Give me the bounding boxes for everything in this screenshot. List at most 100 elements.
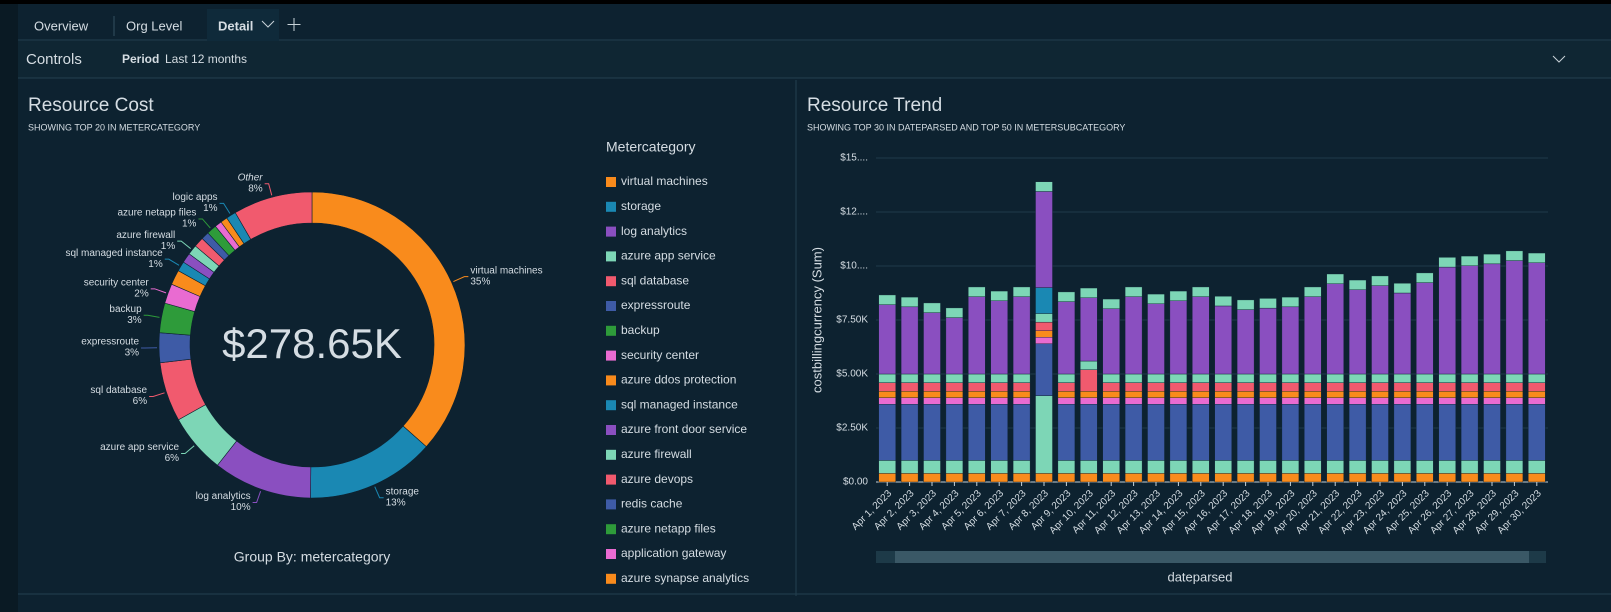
bar-segment <box>1460 255 1479 266</box>
bar-segment <box>1169 300 1188 375</box>
bar-segment <box>1035 287 1053 314</box>
bar-segment <box>1348 289 1367 375</box>
pie-center-label: $278.65K <box>222 320 402 367</box>
bar-segment <box>1124 382 1143 392</box>
bar-segment <box>1012 296 1031 375</box>
bar-segment <box>1304 391 1322 398</box>
bar-segment <box>923 302 941 313</box>
legend-swatch <box>606 201 616 212</box>
leader-line <box>150 288 167 294</box>
slice-value-label: 3% <box>127 315 142 326</box>
bar-segment <box>1035 330 1053 338</box>
bar-segment <box>1236 309 1255 375</box>
slice-label: sql managed instance <box>65 248 163 259</box>
bar-segment <box>990 397 1008 405</box>
bar-segment <box>1192 473 1210 483</box>
period-label[interactable]: Period <box>122 52 159 66</box>
controls-bar <box>18 41 1611 78</box>
bar-segment <box>1035 321 1053 332</box>
bar-segment <box>923 391 941 398</box>
bar-segment <box>878 473 896 483</box>
legend-label: azure firewall <box>621 447 692 461</box>
tab[interactable]: Org Level <box>126 18 182 33</box>
bar-segment <box>1102 397 1120 405</box>
controls-title[interactable]: Controls <box>26 51 82 68</box>
slice-label: azure firewall <box>116 230 175 241</box>
tab[interactable]: Overview <box>34 18 89 33</box>
bar-segment <box>1035 337 1053 344</box>
scrollbar-thumb[interactable] <box>895 551 1529 563</box>
legend-label: azure front door service <box>621 422 747 436</box>
legend-label: sql managed instance <box>621 397 738 411</box>
legend-title: Metercategory <box>606 139 695 155</box>
bar-segment <box>1505 397 1524 405</box>
bar-segment <box>1326 404 1344 461</box>
bar-segment <box>1460 397 1479 405</box>
add-tab-icon[interactable] <box>287 18 301 31</box>
bar-segment <box>1192 391 1210 398</box>
side-gutter <box>0 4 18 612</box>
legend-swatch <box>606 251 616 262</box>
bar-segment <box>923 382 941 392</box>
controls-collapse[interactable] <box>1552 55 1566 63</box>
bar-segment <box>1057 291 1076 302</box>
bar-segment <box>1035 343 1053 396</box>
top-strip <box>0 0 1611 4</box>
slice-label: storage <box>386 486 420 497</box>
bar-segment <box>990 373 1008 383</box>
bar-segment <box>1259 373 1277 383</box>
bar-segment <box>1281 296 1300 308</box>
y-tick-label: $12.... <box>840 207 868 218</box>
bar-segment <box>1460 473 1479 483</box>
bar-segment <box>1326 397 1344 405</box>
bar-segment <box>1080 369 1098 392</box>
x-axis-title: dateparsed <box>1167 569 1232 584</box>
bar-segment <box>1505 260 1524 375</box>
bar-segment <box>1393 373 1412 383</box>
bar-segment <box>1416 391 1434 398</box>
bar-segment <box>1483 473 1501 483</box>
tab-active[interactable]: Detail <box>218 18 253 33</box>
slice-value-label: 1% <box>182 219 197 230</box>
bar-segment <box>1348 391 1367 398</box>
bar-segment <box>1236 460 1255 474</box>
bar-segment <box>1259 391 1277 398</box>
bar-segment <box>1416 404 1434 461</box>
bar-segment <box>900 391 919 398</box>
bar-segment <box>1102 473 1120 483</box>
bar-segment <box>1035 473 1053 483</box>
bar-segment <box>1438 382 1456 392</box>
chart-title: Resource Cost <box>28 95 154 116</box>
bar-segment <box>1460 460 1479 474</box>
bar-segment <box>923 473 941 483</box>
bar-segment <box>1236 382 1255 392</box>
bar-segment <box>1147 391 1165 398</box>
bar-segment <box>1483 460 1501 474</box>
bar-segment <box>1505 250 1524 261</box>
slice-value-label: 10% <box>231 502 251 513</box>
legend-swatch <box>606 499 616 510</box>
bar-segment <box>1281 473 1300 483</box>
period-value[interactable]: Last 12 months <box>165 52 247 66</box>
slice-label: log analytics <box>196 491 251 502</box>
tab-menu-icon[interactable] <box>261 20 275 28</box>
bar-segment <box>1304 382 1322 392</box>
legend-swatch <box>606 301 616 311</box>
bar-segment <box>1281 460 1300 474</box>
bar-segment <box>1416 382 1434 392</box>
legend-swatch <box>606 549 616 559</box>
bar-segment <box>1483 404 1501 461</box>
bar-segment <box>1393 283 1412 294</box>
bar-segment <box>1259 307 1277 375</box>
bar-segment <box>945 397 964 405</box>
bar-segment <box>1304 373 1322 383</box>
slice-value-label: 1% <box>148 259 163 270</box>
bar-segment <box>1371 275 1389 286</box>
y-tick-label: $7.50K <box>836 315 868 326</box>
bar-segment <box>1012 391 1031 398</box>
legend-label: sql database <box>621 273 689 287</box>
legend-swatch <box>606 177 616 187</box>
leader-line <box>374 486 384 499</box>
bar-segment <box>1147 460 1165 474</box>
legend-swatch <box>606 474 616 485</box>
